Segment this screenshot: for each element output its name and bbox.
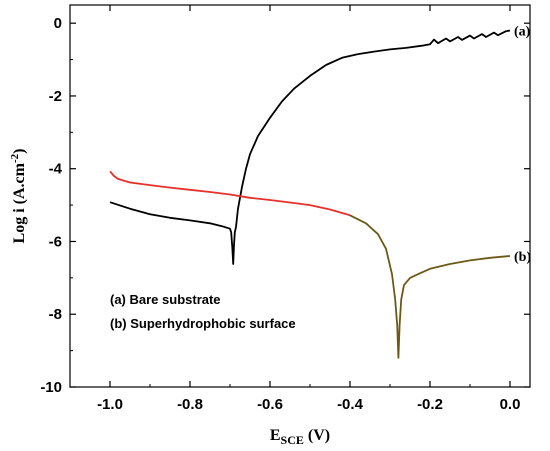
legend-entry-a: (a) Bare substrate [110,292,221,307]
x-tick-label: 0.0 [500,396,521,413]
curves [109,29,511,359]
x-tick-label: -1.0 [97,396,123,413]
plot-frame [69,4,531,388]
x-axis-title-subscript: SCE [281,433,304,447]
y-axis-title-main: Log i (A.cm [11,162,28,243]
y-axis-title-close: ) [11,149,28,154]
y-tick-label: -4 [49,161,63,178]
series-label-b: (b) [514,250,531,265]
x-axis-title-main: E [270,427,281,444]
series-b-line [109,170,351,217]
tick-labels: -1.0 -0.8 -0.6 -0.4 -0.2 0.0 -10 -8 -6 -4 -2 0 [40,15,520,413]
y-tick-label: -2 [49,88,62,105]
x-tick-label: -0.6 [257,396,283,413]
axis-ticks [70,5,530,388]
x-axis-title-unit: (V) [304,427,330,444]
series-a-line [109,29,511,265]
y-axis-title-superscript: -2 [9,153,21,163]
y-axis-title: Log i (A.cm-2) [9,149,28,244]
y-tick-label: -6 [49,233,62,250]
x-axis-title: ESCE (V) [270,427,330,447]
y-tick-label: -10 [40,379,62,396]
series-label-a: (a) [514,24,531,39]
x-tick-label: -0.2 [417,396,443,413]
x-tick-label: -0.8 [177,396,203,413]
x-tick-label: -0.4 [337,396,364,413]
legend-entry-b: (b) Superhydrophobic surface [110,316,296,331]
y-tick-label: -8 [49,306,62,323]
series-b-line-tail [349,214,511,359]
y-tick-label: 0 [54,15,62,32]
